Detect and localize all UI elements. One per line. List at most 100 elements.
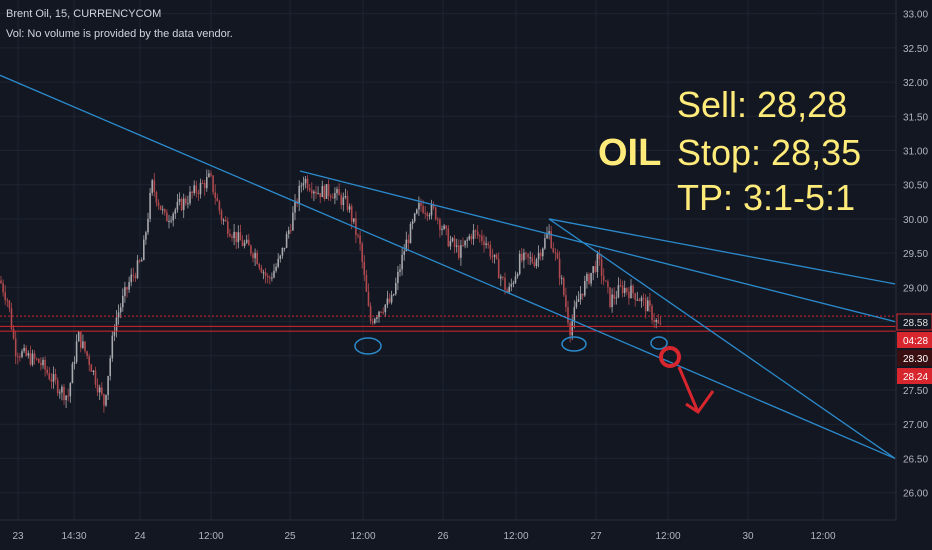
candle-body (422, 206, 424, 213)
symbol-annotation: OIL (598, 132, 661, 174)
candle-body (439, 219, 441, 230)
candle-body (376, 317, 378, 319)
candle-body (250, 245, 252, 254)
time-tick-label: 12:00 (350, 531, 375, 542)
candle-body (399, 269, 401, 272)
price-tick-label: 27.00 (903, 420, 928, 431)
candle-body (92, 370, 95, 372)
candle-body (17, 356, 19, 358)
price-tick-label: 33.00 (903, 10, 928, 21)
price-tick-label: 30.00 (903, 215, 928, 226)
trendline[interactable] (548, 218, 896, 285)
candle-body (579, 293, 582, 300)
candle-body (161, 209, 164, 211)
candle-body (279, 255, 282, 259)
candle-body (256, 252, 258, 264)
candle-body (611, 294, 613, 308)
candle-body (447, 228, 450, 247)
candle-body (418, 203, 420, 210)
candle-body (258, 263, 261, 268)
candle-body (248, 239, 250, 246)
candle-body (237, 232, 240, 243)
candle-body (143, 239, 145, 261)
chart-title[interactable]: Brent Oil, 15, CURRENCYCOM (6, 8, 162, 20)
price-tick-label: 26.50 (903, 454, 928, 465)
candle-body (101, 387, 103, 394)
candle-body (245, 239, 248, 243)
candle-body (575, 301, 578, 308)
candle-body (61, 386, 63, 393)
candle-body (138, 260, 141, 262)
trendline[interactable] (299, 170, 896, 323)
candle-body (174, 209, 177, 214)
candle-body (117, 312, 120, 318)
candle-body (474, 230, 477, 232)
candle-body (31, 353, 34, 365)
candle-body (443, 225, 445, 230)
candle-body (546, 234, 548, 239)
candle-body (481, 235, 483, 241)
candle-body (319, 193, 321, 198)
price-axis-ticks: 33.00 32.50 32.00 31.50 31.00 30.50 30.00 29.50… (903, 10, 928, 500)
candle-body (434, 207, 437, 220)
candle-body (151, 180, 153, 193)
candle-body (428, 215, 431, 217)
candle-body (325, 184, 328, 199)
candle-body (355, 218, 357, 236)
candle-body (493, 254, 496, 257)
candle-body (586, 274, 588, 282)
tp-annotation: TP: 3:1-5:1 (677, 177, 855, 218)
candle-body (594, 266, 597, 272)
candle-body (56, 380, 59, 394)
candle-body (518, 253, 521, 274)
candle-body (416, 209, 418, 214)
candle-body (77, 331, 80, 342)
candle-body (374, 318, 376, 324)
candle-body (111, 335, 114, 359)
candle-body (392, 294, 395, 296)
candle-body (243, 242, 246, 246)
candle-body (651, 305, 653, 321)
candle-body (353, 218, 355, 222)
price-tick-label: 31.50 (903, 112, 928, 123)
time-axis[interactable] (0, 520, 932, 550)
candle-body (451, 238, 454, 242)
candle-body (208, 173, 210, 177)
trendline[interactable] (0, 74, 896, 460)
candle-body (277, 258, 279, 267)
candle-body (388, 298, 391, 303)
candle-body (556, 252, 559, 259)
candle-body (592, 266, 594, 273)
candle-body (130, 274, 132, 283)
candle-body (140, 260, 143, 262)
candle-body (164, 209, 166, 213)
candle-body (304, 178, 307, 184)
candle-body (12, 328, 15, 339)
candle-body (19, 356, 21, 358)
candle-body (548, 231, 550, 235)
candle-body (195, 185, 198, 193)
candle-body (600, 258, 603, 277)
candle-body (508, 286, 510, 293)
price-axis[interactable] (896, 0, 932, 520)
candle-body (285, 234, 288, 248)
candle-body (132, 274, 135, 276)
candle-body (38, 358, 40, 363)
candle-body (348, 206, 351, 210)
price-tick-label: 32.50 (903, 44, 928, 55)
candle-body (542, 248, 544, 257)
time-tick-label: 25 (284, 531, 296, 542)
candle-body (502, 276, 504, 278)
candle-body (216, 197, 219, 202)
candle-body (311, 190, 313, 194)
candle-body (80, 331, 82, 348)
candle-body (294, 200, 296, 213)
candle-body (642, 297, 645, 299)
candle-body (344, 195, 347, 198)
candle-body (483, 240, 485, 245)
trendline[interactable] (548, 218, 896, 459)
candle-body (222, 219, 225, 221)
candle-body (359, 235, 361, 245)
candle-body (521, 253, 523, 261)
